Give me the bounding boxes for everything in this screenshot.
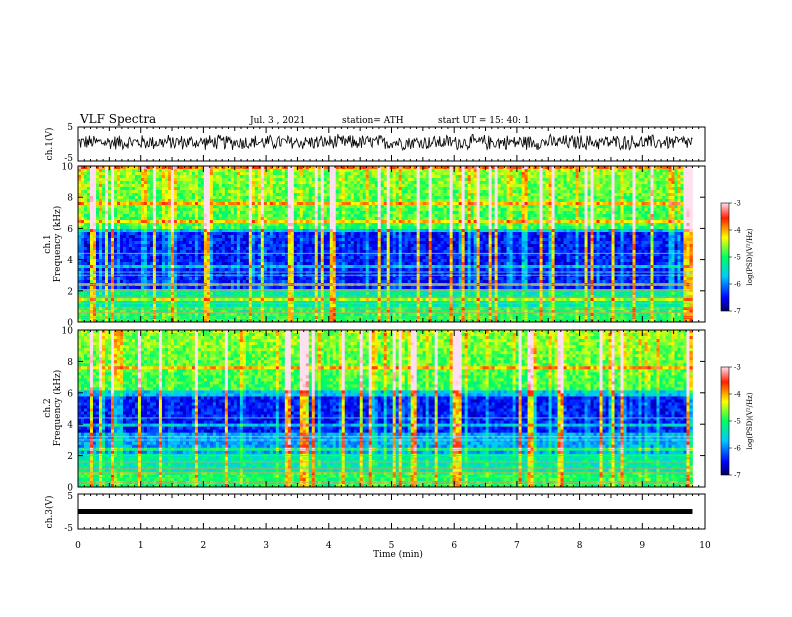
chart-title: VLF Spectra	[79, 112, 156, 126]
chart-date: Jul. 3 , 2021	[249, 116, 305, 126]
ch1-colorbar-label: log(PSD)(V²/Hz)	[746, 228, 754, 285]
ch1-channel-label: ch.1	[43, 234, 53, 253]
time-tick-label-6: 6	[451, 541, 457, 551]
ch3-ytick-top: 5	[67, 492, 73, 502]
yt3-label-5: 10	[62, 327, 74, 337]
cb2ticks-label-2: -5	[734, 418, 741, 426]
yt3-label-1: 2	[67, 452, 73, 462]
ch2-colorbar: -3 -4 -5 -6 -7 log(PSD)(V²/Hz)	[721, 364, 754, 480]
time-tick-label-0: 0	[75, 541, 81, 551]
time-tick-label-1: 1	[138, 541, 144, 551]
ch1-colorbar: -3 -4 -5 -6 -7 log(PSD)(V²/Hz)	[721, 200, 754, 316]
cb2ticks-label-3: -6	[734, 445, 741, 453]
ch3-voltage-label: ch.3(V)	[44, 496, 55, 529]
cb1ticks-label-1: -4	[734, 227, 741, 235]
ch2-frequency-label: Frequency (kHz)	[52, 370, 63, 447]
yt2-label-3: 6	[67, 225, 73, 235]
yt2-label-4: 8	[67, 194, 73, 204]
cb1ticks-label-0: -3	[734, 200, 741, 208]
yt3-label-4: 8	[67, 358, 73, 368]
chart-station: station= ATH	[342, 116, 404, 126]
time-tick-label-10: 10	[699, 541, 711, 551]
time-tick-label-9: 9	[639, 541, 645, 551]
ch1-spectrogram-image	[78, 166, 693, 322]
chart-start-time: start UT = 15: 40: 1	[438, 116, 530, 126]
ch2-colorbar-label: log(PSD)(V²/Hz)	[746, 392, 754, 449]
ch1-voltage-label: ch.1(V)	[44, 128, 55, 161]
cb2ticks-label-0: -3	[734, 364, 741, 372]
time-tick-label-3: 3	[263, 541, 269, 551]
time-tick-label-7: 7	[514, 541, 520, 551]
yt3-label-3: 6	[67, 389, 73, 399]
cb1ticks-label-2: -5	[734, 254, 741, 262]
time-axis-title: Time (min)	[373, 549, 423, 560]
yt3-label-2: 4	[67, 421, 73, 431]
cb2ticks-label-4: -7	[734, 472, 741, 480]
ch2-channel-label: ch.2	[43, 398, 53, 417]
cb1ticks-label-3: -6	[734, 281, 741, 289]
time-tick-label-8: 8	[577, 541, 583, 551]
ch1-waveform-panel: 5 -5 ch.1(V)	[44, 123, 705, 164]
cb2ticks-label-1: -4	[734, 391, 741, 399]
yt2-label-2: 4	[67, 256, 73, 266]
time-tick-label-4: 4	[326, 541, 332, 551]
ch1-frequency-label: Frequency (kHz)	[52, 206, 63, 283]
time-tick-label-2: 2	[201, 541, 207, 551]
ch3-ytick-bottom: -5	[64, 524, 73, 534]
ch2-spectrogram-image	[78, 330, 693, 487]
ch1-ytick-top: 5	[67, 123, 73, 133]
yt2-label-5: 10	[62, 163, 74, 173]
yt2-label-1: 2	[67, 287, 73, 297]
ch3-waveform-panel: 5 -5 ch.3(V)	[44, 492, 705, 534]
cb1ticks-label-4: -7	[734, 308, 741, 316]
